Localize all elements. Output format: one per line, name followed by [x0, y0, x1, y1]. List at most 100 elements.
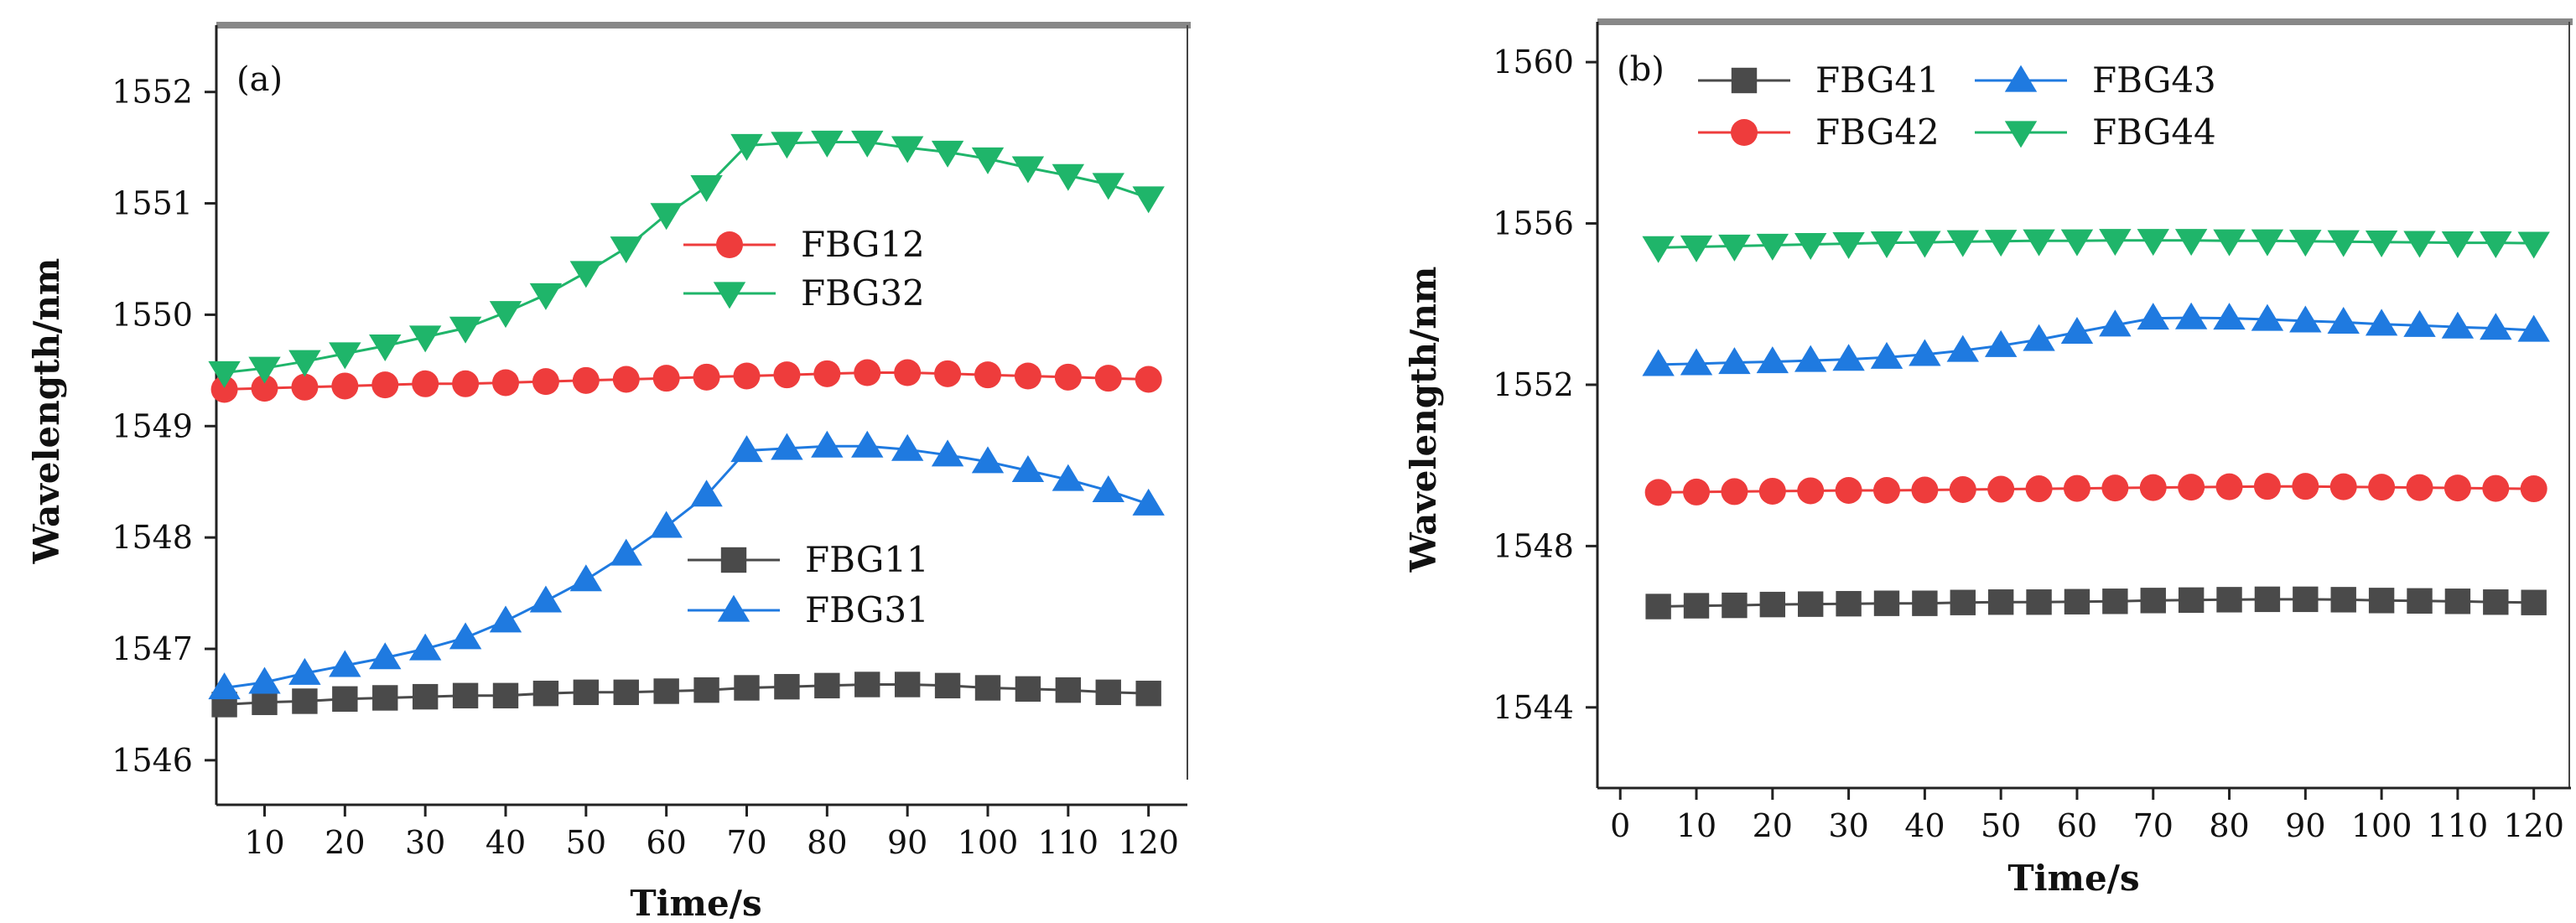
panel-b-series-fbg44-point [2517, 231, 2550, 259]
panel-b-series-fbg42 [1644, 473, 2547, 506]
panel-a-series-fbg12-point [572, 366, 600, 394]
panel-a-series-fbg31-point [248, 666, 281, 694]
panel-b-series-fbg43-point [1718, 347, 1751, 375]
panel-b-series-fbg43-point [1642, 349, 1675, 376]
panel-b-series-fbg43-point [1680, 348, 1713, 376]
panel-a-series-fbg32-point [1132, 186, 1165, 214]
panel-a-y-tick-label: 1551 [112, 185, 193, 222]
panel-a-series-fbg11-point [332, 686, 358, 712]
panel-a-x-tick-label: 120 [1118, 824, 1179, 861]
panel-a-series-fbg11-point [292, 688, 318, 714]
panel-b-series-fbg41-point [2102, 589, 2128, 614]
panel-b-legend-entry-fbg43-label: FBG43 [2092, 60, 2216, 101]
panel-b-series-fbg43-point [2517, 314, 2550, 342]
panel-a-series-fbg31-point [408, 633, 442, 661]
panel-b-series-fbg43-point [2480, 313, 2512, 340]
panel-b-series-fbg42-point [1644, 479, 1672, 506]
panel-b-x-tick-label: 100 [2351, 807, 2412, 844]
panel-a-legend-entry-fbg11-swatch-marker [720, 547, 747, 573]
panel-b-series-fbg41-point [2330, 587, 2356, 613]
panel-a-series-fbg11-point [814, 672, 840, 699]
panel-b-series-fbg42-point [2520, 475, 2547, 503]
panel-b-series-fbg42-point [1949, 476, 1976, 504]
panel-a-series-fbg12-point [452, 370, 480, 397]
panel-b-legend-entry-fbg44: FBG44 [1975, 111, 2216, 153]
panel-a-series-fbg12-point [773, 361, 801, 389]
panel-b-series-fbg43-point [2213, 303, 2246, 330]
panel-a-series-fbg11-point [774, 673, 800, 700]
panel-a-series-fbg32-point [650, 203, 683, 231]
panel-b-series-fbg42-point [1987, 475, 2015, 503]
panel-a-legend-entry-fbg31-swatch-marker [717, 594, 750, 622]
panel-a-legend-entry-fbg11-label: FBG11 [805, 539, 929, 580]
panel-b-series-fbg41-line [1658, 598, 2534, 608]
panel-b-series-fbg44-point [2327, 230, 2360, 257]
panel-b-series-fbg42-point [2482, 474, 2510, 502]
panel-b-series-fbg44-point [2403, 231, 2436, 258]
panel-b-legend-entry-fbg44-swatch-marker [2004, 121, 2038, 148]
panel-b-series-fbg44-point [1832, 231, 1865, 259]
panel-a-series-fbg12-point [532, 368, 559, 396]
panel-b-series-fbg41-point [1987, 589, 2014, 615]
panel-b-y-tick-label: 1544 [1493, 689, 1574, 726]
panel-a-series-fbg12 [210, 359, 1162, 403]
panel-a-legend-1: FBG12 FBG32 [683, 224, 925, 314]
panel-b-series-fbg41-point [2140, 588, 2166, 614]
panel-b-series-fbg41-point [2368, 588, 2395, 614]
panel-a-series-fbg31-point [529, 585, 563, 613]
panel-b-legend-entry-fbg42: FBG42 [1698, 111, 1940, 153]
panel-b-series-fbg41-point [2254, 586, 2281, 613]
panel-a-series-fbg12-point [1054, 363, 1082, 391]
panel-a-series-fbg32-point [329, 342, 361, 370]
panel-b-series-fbg44-line [1658, 239, 2534, 249]
panel-b-x-tick-label: 110 [2428, 807, 2489, 844]
panel-b-series-fbg42-point [2178, 474, 2205, 501]
panel-a-series-fbg11-point [252, 689, 278, 715]
panel-b-series-fbg42-point [1797, 477, 1825, 505]
panel-a-series-fbg12-point [733, 362, 761, 390]
panel-a-series-fbg32-point [408, 325, 442, 353]
panel-b-series-fbg41-point [1759, 591, 1786, 618]
panel-b-series-fbg44-point [1680, 235, 1713, 262]
panel-b-series-fbg41-point [2216, 587, 2242, 613]
panel-b-x-tick-label: 40 [1904, 807, 1945, 844]
panel-b-x-tick-label: 50 [1981, 807, 2021, 844]
panel-b-series-fbg44-point [2174, 229, 2208, 257]
panel-b-series-fbg44-point [2251, 229, 2284, 257]
panel-a-series-fbg11-point [1095, 679, 1121, 706]
panel-a-series-fbg31-point [771, 433, 803, 460]
panel-a-series-fbg11-point [412, 683, 439, 710]
panel-b-series-fbg43-point [2174, 302, 2208, 329]
panel-b-x-tick-label: 0 [1610, 807, 1630, 844]
panel-b-series-fbg42-point [2025, 475, 2053, 503]
panel-b-series-fbg43-point [1832, 344, 1865, 371]
panel-b-y-tick-label: 1556 [1493, 205, 1574, 242]
panel-a-series-fbg31-point [369, 642, 402, 670]
panel-a-series-fbg32-point [489, 301, 522, 329]
panel-a-x-axis-title: Time/s [630, 883, 761, 923]
panel-a-x-tick-label: 90 [887, 824, 927, 861]
panel-a-x-tick-label: 30 [405, 824, 445, 861]
panel-a-series-fbg11-point [532, 680, 559, 707]
panel-b-series-fbg44-point [1642, 236, 1675, 263]
panel-b-series-fbg44-point [2289, 230, 2322, 257]
panel-b-series-fbg43-point [2023, 324, 2055, 351]
panel-b-x-tick-label: 120 [2503, 807, 2564, 844]
panel-b-legend-entry-fbg44-label: FBG44 [2092, 111, 2216, 153]
panel-a-series-fbg12-point [894, 359, 922, 386]
panel-b-series-fbg42-point [1683, 478, 1711, 506]
panel-b-series-fbg42-point [2101, 474, 2129, 502]
panel-b-series-fbg42-point [2329, 473, 2357, 500]
panel-b-series-fbg44-point [1946, 230, 1979, 257]
panel-b-series-fbg43-point [1909, 339, 1941, 366]
panel-a-series-fbg31-point [329, 650, 361, 677]
panel-b-series-fbg43-point [2251, 303, 2284, 331]
panel-a-legend-entry-fbg12-swatch-marker [716, 231, 743, 258]
panel-a-series-fbg32-point [449, 316, 482, 344]
panel-a-series-fbg32-point [771, 132, 803, 159]
panel-b-y-tick-label: 1548 [1493, 527, 1574, 564]
panel-a-series-fbg11-point [573, 679, 600, 706]
panel-a-x-tick-label: 70 [726, 824, 766, 861]
panel-a-series-fbg12-point [251, 375, 278, 402]
